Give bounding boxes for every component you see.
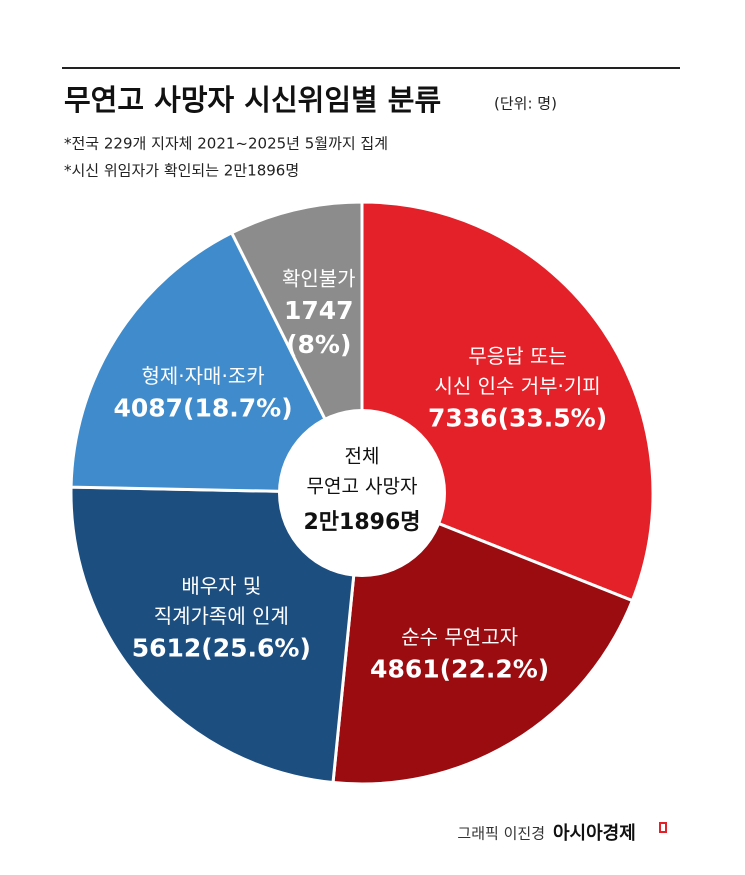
- unit-label: (단위: 명): [494, 95, 557, 113]
- center-label: 무연고 사망자: [307, 476, 418, 498]
- donut-hole: [278, 409, 446, 577]
- slice-category: 확인불가: [282, 267, 356, 291]
- chart-title: 무연고 사망자 시신위임별 분류: [64, 83, 441, 117]
- slice-value-label: 4861(22.2%): [370, 655, 549, 684]
- center-label: 2만1896명: [303, 510, 420, 535]
- slice-value-label: 1747: [284, 296, 354, 325]
- slice-category: 형제·자매·조카: [142, 364, 265, 388]
- center-label: 전체: [345, 446, 380, 468]
- subtitle: *시신 위임자가 확인되는 2만1896명: [64, 162, 299, 180]
- pie-slice: [69, 485, 364, 785]
- slice-category: 배우자 및: [181, 574, 261, 598]
- brand-icon: [659, 822, 667, 833]
- slice-category: 직계가족에 인계: [154, 604, 289, 628]
- pie-slice: [69, 230, 365, 495]
- pie-slice: [331, 490, 635, 786]
- subtitle: *전국 229개 지자체 2021~2025년 5월까지 집계: [64, 135, 388, 153]
- slice-value-label: 4087(18.7%): [113, 394, 292, 423]
- slice-category: 시신 인수 거부·기피: [434, 374, 600, 398]
- slice-category: 순수 무연고자: [401, 625, 518, 649]
- slice-value-label: (8%): [286, 330, 351, 359]
- credit: 그래픽 이진경: [457, 825, 545, 843]
- slice-value-label: 7336(33.5%): [428, 403, 607, 432]
- slice-value-label: 5612(25.6%): [132, 634, 311, 663]
- brand: 아시아경제: [553, 823, 636, 844]
- slice-category: 무응답 또는: [468, 344, 566, 368]
